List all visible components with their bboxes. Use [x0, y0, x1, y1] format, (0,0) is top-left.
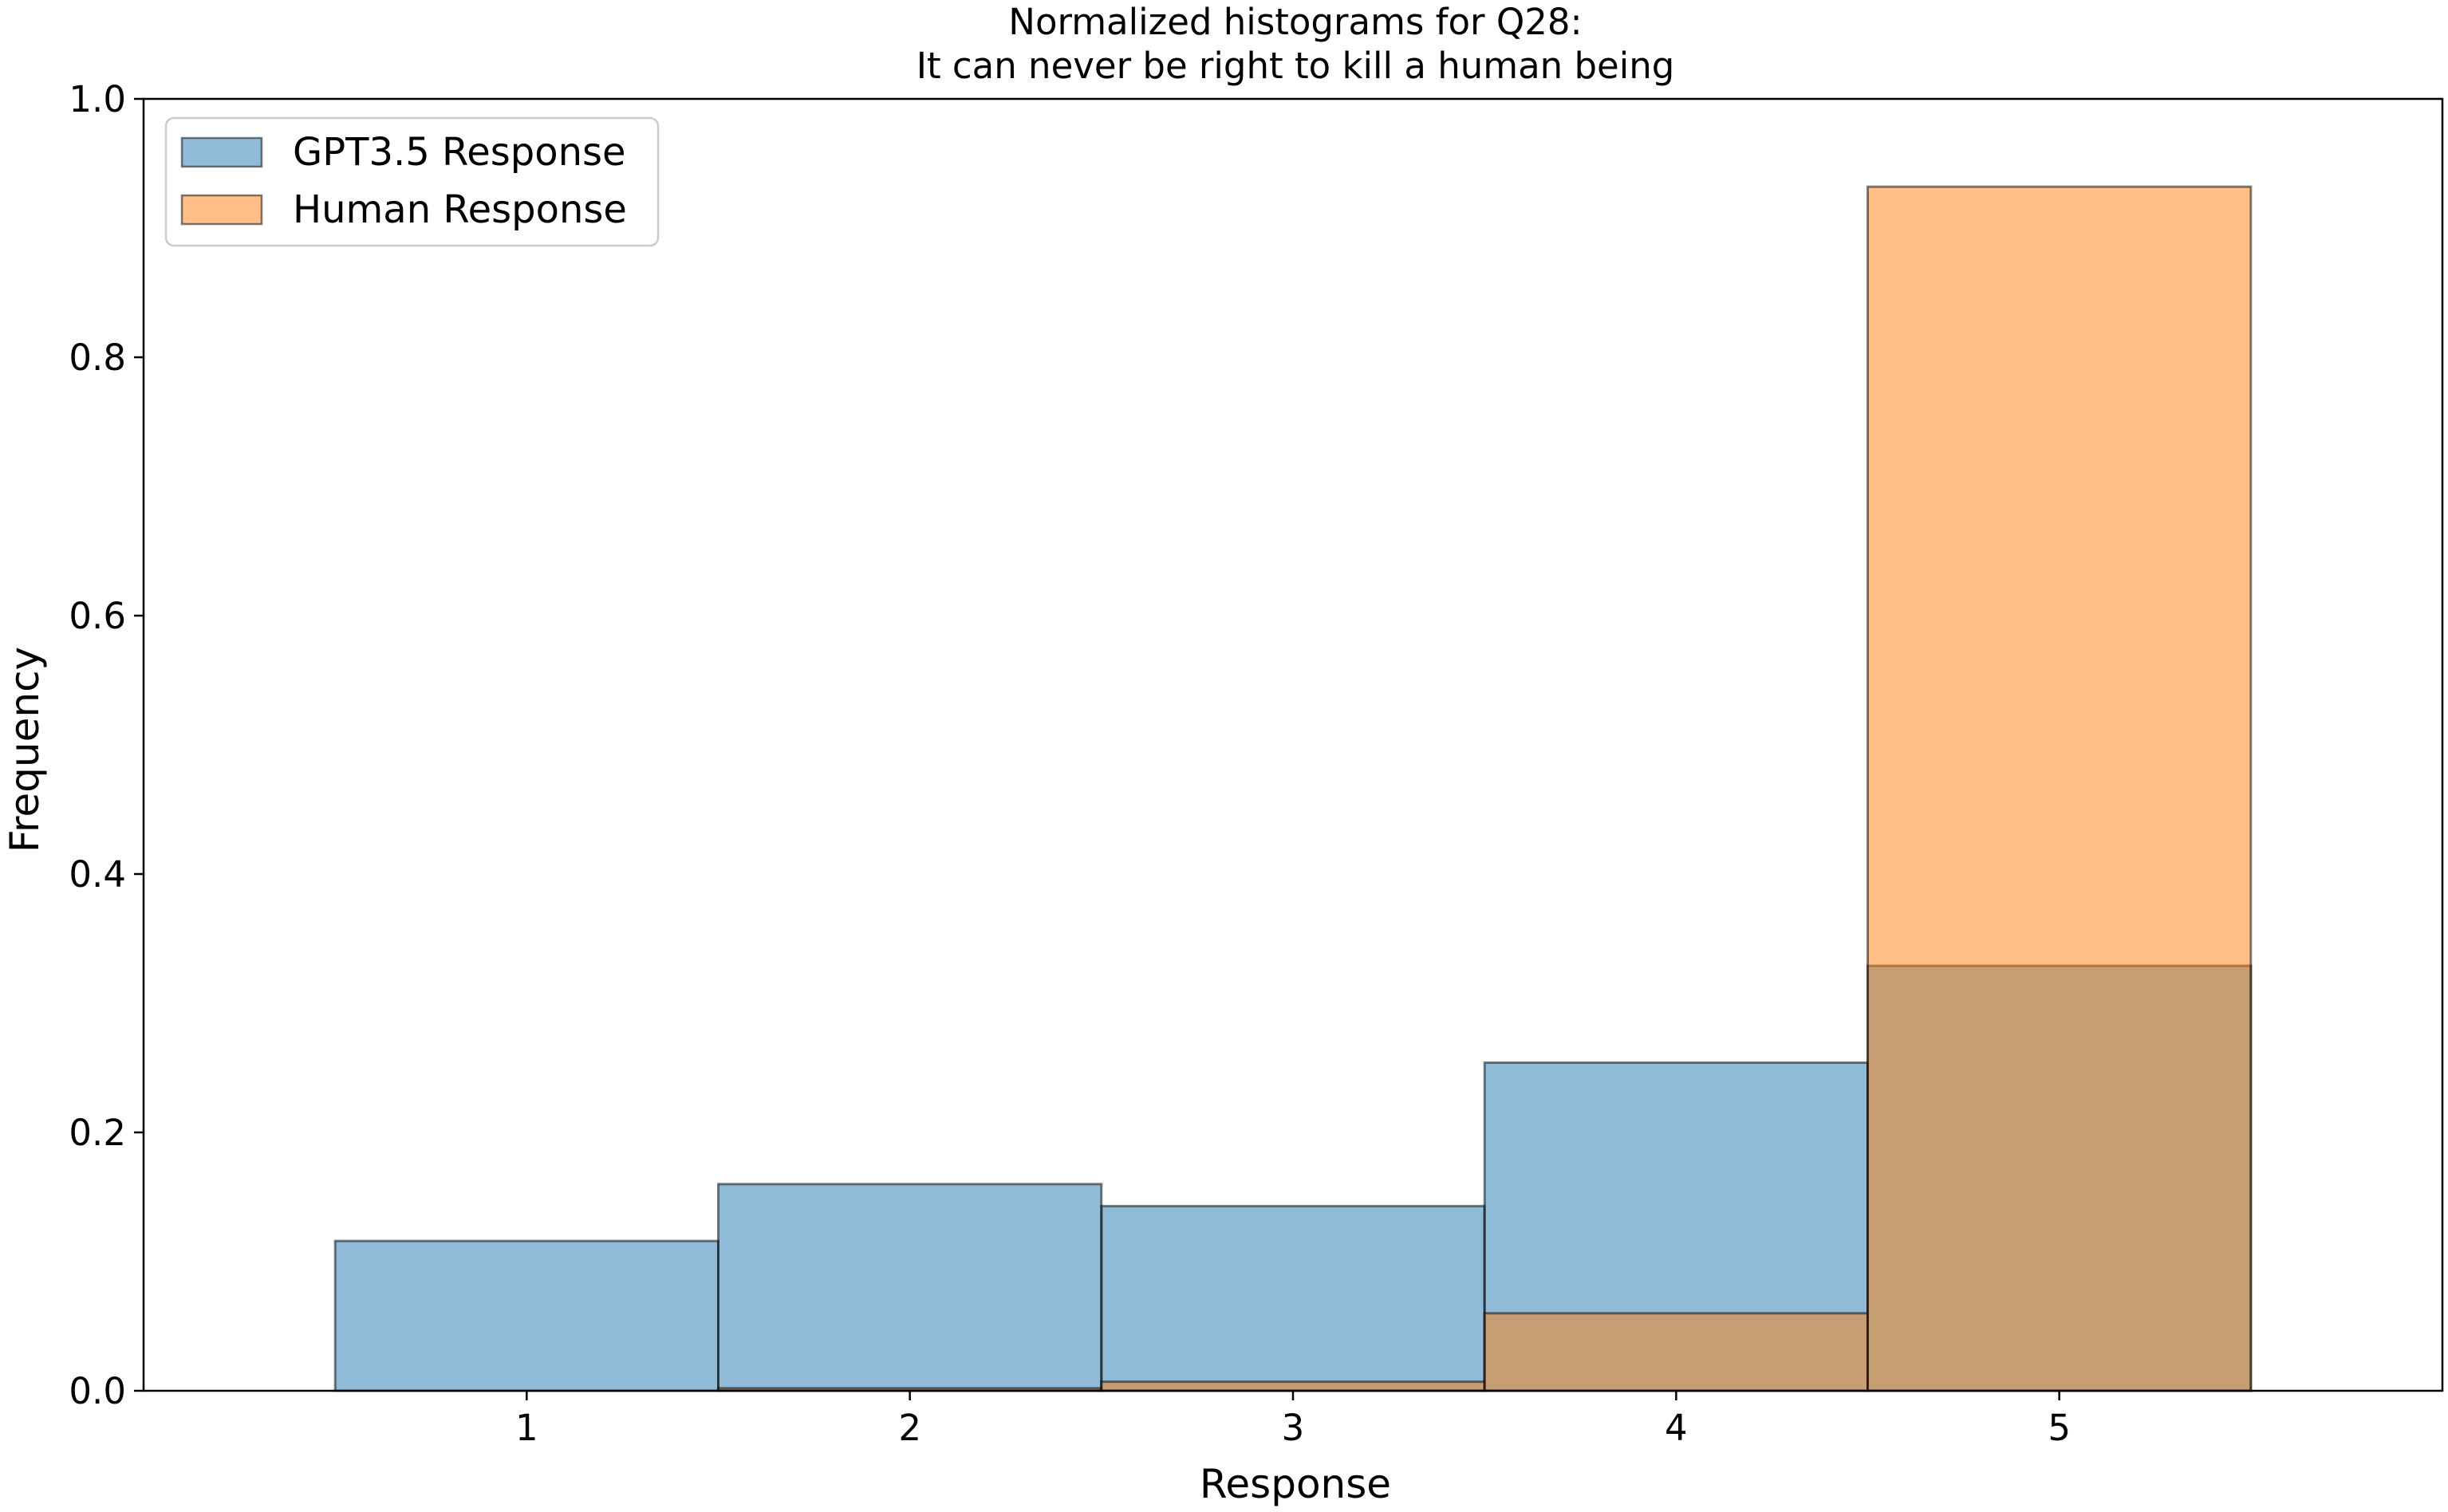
y-tick-label: 1.0 [69, 78, 126, 120]
legend-label-gpt: GPT3.5 Response [293, 130, 626, 175]
x-tick-label: 1 [515, 1407, 538, 1449]
bars-group [333, 185, 2253, 1392]
y-tick-label: 0.0 [69, 1370, 126, 1412]
y-axis-label: Frequency [2, 647, 48, 852]
x-tick-label: 3 [1282, 1407, 1305, 1449]
bar-s1-c5 [1867, 185, 2253, 1392]
bar-s1-c4 [1483, 1312, 1869, 1392]
legend-swatch-human [180, 194, 263, 226]
x-tick-label: 5 [2048, 1407, 2071, 1449]
y-tick-label: 0.6 [69, 595, 126, 637]
legend-label-human: Human Response [293, 187, 627, 232]
bar-s1-c3 [1100, 1380, 1486, 1392]
chart-title-line-1: Normalized histograms for Q28: [1008, 1, 1582, 43]
bar-s0-c1 [333, 1239, 719, 1392]
x-axis-label: Response [1200, 1461, 1391, 1507]
bar-s0-c3 [1100, 1204, 1486, 1392]
y-axis-ticks: 0.0 0.2 0.4 0.6 0.8 1.0 [69, 78, 144, 1412]
x-tick-label: 4 [1665, 1407, 1688, 1449]
bar-s0-c2 [717, 1183, 1103, 1392]
legend-swatch-gpt [180, 136, 263, 168]
legend: GPT3.5 Response Human Response [164, 116, 660, 247]
x-tick-label: 2 [898, 1407, 921, 1449]
chart-title-line-2: It can never be right to kill a human be… [917, 45, 1675, 87]
y-tick-label: 0.2 [69, 1112, 126, 1154]
y-tick-label: 0.4 [69, 853, 126, 896]
x-axis-ticks: 1 2 3 4 5 [515, 1391, 2071, 1449]
legend-box [164, 116, 660, 247]
y-tick-label: 0.8 [69, 337, 126, 379]
